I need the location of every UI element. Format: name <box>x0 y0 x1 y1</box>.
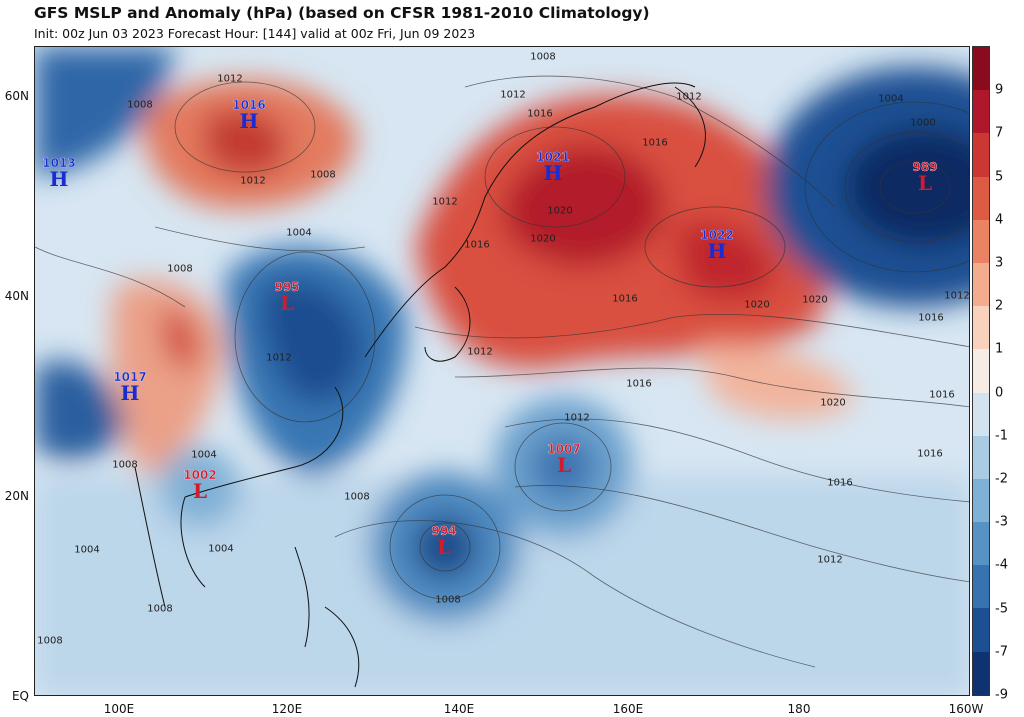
colorbar-segment <box>973 90 989 134</box>
anomaly-field <box>35 47 969 695</box>
lat-label-eq: EQ <box>11 689 29 703</box>
isobar-label: 1016 <box>827 477 853 489</box>
high-pressure-center: 1017 H <box>113 370 147 405</box>
isobar-label: 1012 <box>266 352 292 364</box>
colorbar-segment <box>973 435 989 479</box>
isobar-label: 1016 <box>917 448 943 460</box>
low-pressure-center: 1002 L <box>183 468 217 503</box>
isobar-label: 1020 <box>547 205 573 217</box>
colorbar-tick-label: 1 <box>995 341 1004 357</box>
isobar-label: 1020 <box>820 397 846 409</box>
lon-label-180: 180 <box>787 702 811 716</box>
colorbar-segment <box>973 176 989 220</box>
isobar-label: 1004 <box>74 544 100 556</box>
colorbar-segment <box>973 219 989 263</box>
isobar-label: 1008 <box>167 263 193 275</box>
colorbar-segment <box>973 651 989 695</box>
high-pressure-center: 1016 H <box>232 98 266 133</box>
isobar-label: 1008 <box>147 603 173 615</box>
low-pressure-center: 1007 L <box>547 442 581 477</box>
isobars <box>35 75 969 668</box>
isobar-label: 1012 <box>217 73 243 85</box>
colorbar-segment <box>973 133 989 177</box>
isobar-label: 1012 <box>467 346 493 358</box>
isobar-label: 1012 <box>240 175 266 187</box>
isobar-label: 1016 <box>918 312 944 324</box>
colorbar-segment <box>973 47 989 91</box>
isobar-label: 1012 <box>500 89 526 101</box>
lon-label-140e: 140E <box>443 702 475 716</box>
lon-label-160e: 160E <box>612 702 644 716</box>
high-pressure-center: 1013 H <box>42 156 76 191</box>
isobar-label: 1016 <box>929 389 955 401</box>
isobar-label: 1004 <box>878 93 904 105</box>
colorbar-tick-label: -1 <box>995 428 1008 444</box>
colorbar-tick-label: -2 <box>995 471 1008 487</box>
isobar-label: 1016 <box>612 293 638 305</box>
isobar-label: 1012 <box>564 412 590 424</box>
isobar-label: 1004 <box>208 543 234 555</box>
isobar-label: 1012 <box>676 91 702 103</box>
isobar-label: 1016 <box>642 137 668 149</box>
colorbar-tick-label: -3 <box>995 514 1008 530</box>
isobar-label: 1020 <box>744 299 770 311</box>
colorbar-segment <box>973 262 989 307</box>
lat-label-60n: 60N <box>4 89 29 103</box>
high-pressure-center: 1022 H <box>700 228 734 263</box>
colorbar-tick-label: 5 <box>995 169 1004 185</box>
chart-title: GFS MSLP and Anomaly (hPa) (based on CFS… <box>34 4 650 22</box>
coastlines <box>134 82 706 688</box>
colorbar-tick-label: 3 <box>995 255 1004 271</box>
colorbar-tick-label: 7 <box>995 125 1004 141</box>
colorbar-tick-label: -5 <box>995 601 1008 617</box>
isobar-label: 1008 <box>344 491 370 503</box>
colorbar-tick-label: -9 <box>995 687 1008 703</box>
isobar-label: 1008 <box>37 635 63 647</box>
isobar-label: 1008 <box>310 169 336 181</box>
lon-label-100e: 100E <box>103 702 135 716</box>
colorbar-segment <box>973 522 989 566</box>
colorbar-segment <box>973 306 989 350</box>
isobar-label: 1012 <box>817 554 843 566</box>
isobar-label: 1020 <box>802 294 828 306</box>
low-pressure-center: 995 L <box>274 280 300 315</box>
colorbar-tick-label: 4 <box>995 212 1004 228</box>
isobar-label: 1012 <box>432 196 458 208</box>
colorbar-tick-label: 2 <box>995 298 1004 314</box>
colorbar-segment <box>973 608 989 652</box>
isobar-label: 1012 <box>944 290 970 302</box>
isobar-label: 1016 <box>527 108 553 120</box>
colorbar-segment <box>973 565 989 609</box>
isobar-label: 1016 <box>626 378 652 390</box>
isobar-label: 1008 <box>530 51 556 63</box>
lon-label-160w: 160W <box>948 702 984 716</box>
map-panel: 1016 H 1013 H 1021 H 1022 H 989 L 995 L 1017 H … <box>34 46 970 696</box>
anomaly-colorbar <box>972 46 990 696</box>
high-pressure-center: 1021 H <box>536 150 570 185</box>
isobar-label: 1008 <box>435 594 461 606</box>
lat-label-40n: 40N <box>4 289 29 303</box>
isobar-label: 1000 <box>910 117 936 129</box>
colorbar-segment <box>973 478 989 523</box>
lon-label-120e: 120E <box>271 702 303 716</box>
colorbar-segment <box>973 392 989 436</box>
colorbar-tick-label: -4 <box>995 557 1008 573</box>
colorbar-tick-label: 0 <box>995 385 1004 401</box>
isobar-label: 1004 <box>191 449 217 461</box>
colorbar-tick-label: -7 <box>995 644 1008 660</box>
isobar-label: 1016 <box>464 239 490 251</box>
isobar-label: 1008 <box>127 99 153 111</box>
low-pressure-center: 989 L <box>912 160 938 195</box>
low-pressure-center: 994 L <box>431 524 457 559</box>
colorbar-segment <box>973 349 989 393</box>
colorbar-tick-label: 9 <box>995 82 1004 98</box>
isobar-label: 1004 <box>286 227 312 239</box>
chart-subtitle: Init: 00z Jun 03 2023 Forecast Hour: [14… <box>34 26 476 41</box>
isobar-label: 1008 <box>112 459 138 471</box>
isobar-label: 1020 <box>530 233 556 245</box>
lat-label-20n: 20N <box>4 489 29 503</box>
